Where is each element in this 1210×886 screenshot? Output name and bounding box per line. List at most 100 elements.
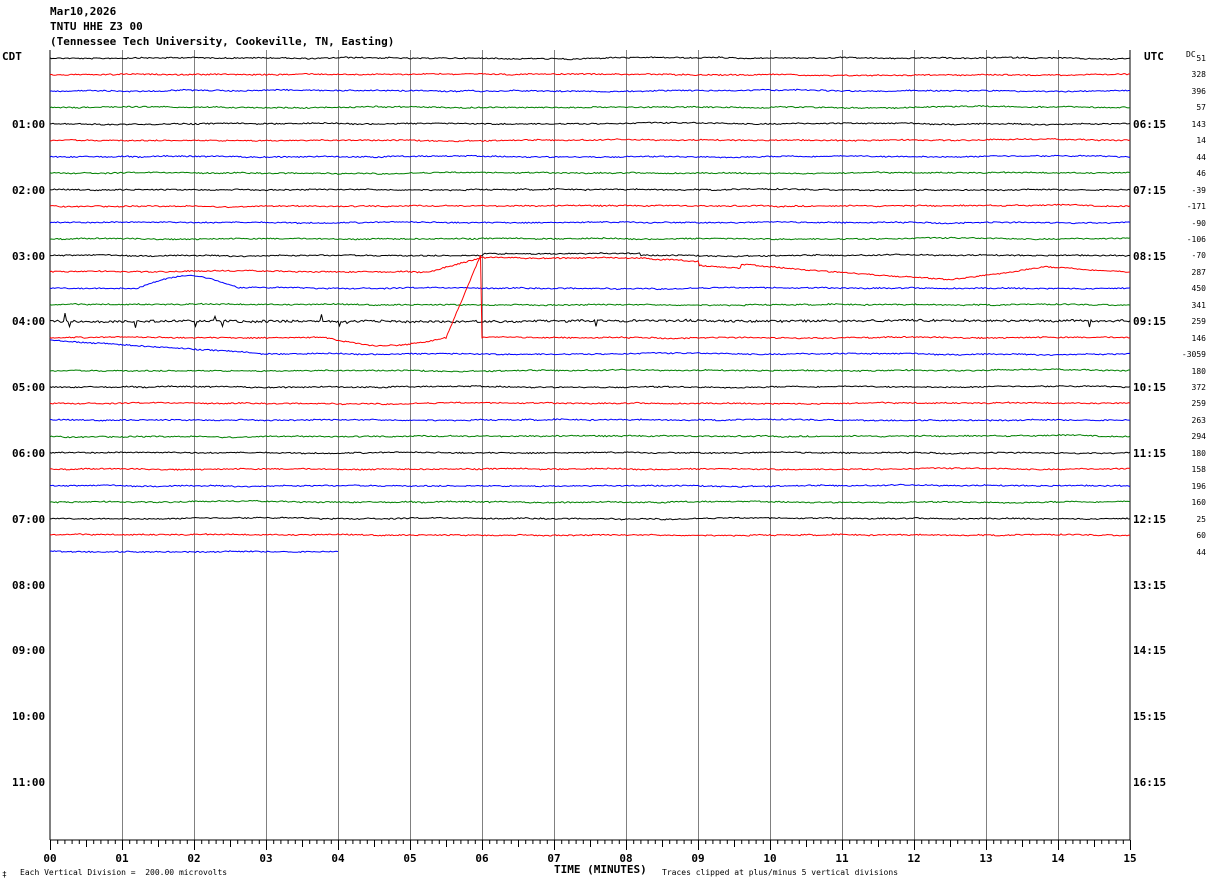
left-timezone-label: CDT — [2, 50, 22, 63]
left-hour-label: 04:00 — [12, 315, 46, 329]
station-label: TNTU HHE Z3 00 — [50, 20, 143, 33]
left-hour-label: 02:00 — [12, 183, 46, 197]
trace-line — [49, 313, 1131, 329]
dc-offset-label: -39 — [1191, 185, 1206, 195]
right-hour-label: 09:15 — [1133, 315, 1167, 329]
right-hour-label: 12:15 — [1133, 512, 1167, 526]
trace-line — [49, 368, 1130, 373]
dc-offset-label: -90 — [1191, 218, 1206, 228]
left-hour-label: 09:00 — [12, 644, 46, 658]
dc-offset-label: 14 — [1196, 136, 1206, 146]
dc-offset-label: 51 — [1196, 54, 1206, 63]
trace-line — [49, 302, 1131, 307]
x-tick-label: 15 — [1123, 852, 1136, 865]
x-tick-label: 01 — [115, 852, 129, 865]
x-tick-label: 04 — [331, 852, 345, 865]
trace-line — [49, 483, 1131, 488]
date-label: Mar10,2026 — [50, 5, 117, 18]
right-hour-label: 08:15 — [1133, 249, 1167, 263]
dc-offset-label: 143 — [1191, 119, 1206, 129]
dc-offset-label: 287 — [1191, 267, 1206, 277]
trace-line — [49, 154, 1131, 159]
dc-offset-label: 450 — [1191, 284, 1206, 294]
trace-line — [49, 401, 1131, 406]
dc-offset-label: 44 — [1196, 547, 1206, 557]
trace-line — [49, 533, 1131, 537]
trace-line — [49, 467, 1131, 471]
trace-group — [49, 56, 1131, 554]
x-tick-label: 09 — [691, 852, 704, 865]
x-axis-title: TIME (MINUTES) — [554, 863, 647, 876]
dc-offset-label: 341 — [1191, 300, 1206, 310]
trace-line — [49, 434, 1131, 439]
dc-offset-label: 25 — [1196, 514, 1206, 524]
dc-offset-label: 180 — [1191, 448, 1206, 458]
trace-line — [49, 339, 1131, 356]
left-hour-label: 10:00 — [12, 710, 46, 724]
x-tick-label: 00 — [43, 852, 56, 865]
left-hour-label: 08:00 — [12, 578, 46, 592]
dc-header-label: DC — [1186, 50, 1196, 59]
x-tick-label: 06 — [475, 852, 489, 865]
right-hour-label: 14:15 — [1133, 644, 1167, 658]
trace-line — [49, 220, 1131, 225]
left-hour-label: 03:00 — [12, 249, 46, 263]
left-hour-label: 06:00 — [12, 447, 46, 460]
trace-line — [50, 252, 1131, 258]
dc-offset-label: 160 — [1191, 498, 1206, 508]
dc-offset-label: -171 — [1186, 202, 1206, 212]
x-axis: 00 01 02 03 04 05 06 07 08 09 10 11 12 13 14 15 — [43, 839, 1137, 865]
scale-note: Each Vertical Division = 200.00 microvol… — [20, 868, 228, 877]
trace-line — [49, 418, 1131, 422]
x-tick-label: 11 — [835, 852, 849, 865]
dc-offset-label: 372 — [1191, 383, 1206, 392]
clip-note: Traces clipped at plus/minus 5 vertical … — [662, 868, 899, 877]
trace-line — [49, 105, 1131, 110]
trace-line — [49, 254, 1131, 347]
trace-line — [49, 187, 1131, 192]
x-tick-label: 10 — [763, 852, 776, 865]
dc-offset-label: 180 — [1191, 366, 1206, 376]
trace-line — [49, 171, 1131, 175]
corner-mark: ‡ — [2, 870, 7, 879]
right-hour-label: 07:15 — [1133, 183, 1167, 197]
trace-line — [49, 56, 1131, 61]
dc-offset-label: 259 — [1191, 317, 1206, 327]
x-tick-label: 12 — [907, 852, 920, 865]
trace-line — [49, 203, 1131, 209]
dc-offset-label: 294 — [1191, 432, 1206, 442]
right-hour-label: 13:15 — [1133, 578, 1167, 592]
trace-line — [49, 236, 1131, 241]
trace-line — [49, 88, 1130, 93]
dc-offset-label: -106 — [1186, 234, 1206, 244]
dc-offset-label: 259 — [1191, 399, 1206, 409]
left-hour-label: 01:00 — [12, 118, 46, 131]
trace-line — [49, 499, 1131, 504]
right-hour-label: 11:15 — [1133, 447, 1167, 460]
x-tick-label: 08 — [619, 852, 632, 865]
trace-line — [49, 516, 1131, 521]
right-hour-label: 16:15 — [1133, 776, 1167, 789]
right-hour-label: 15:15 — [1133, 710, 1167, 724]
dc-offset-label: -3059 — [1181, 350, 1206, 360]
dc-offset-label: -70 — [1191, 251, 1206, 261]
right-hour-label: 10:15 — [1133, 381, 1167, 395]
left-hour-label: 05:00 — [12, 381, 46, 395]
trace-line — [49, 274, 1131, 291]
dc-offset-label: 396 — [1191, 86, 1206, 96]
grid-lines — [49, 50, 1131, 840]
dc-offset-label: 44 — [1196, 152, 1206, 162]
x-tick-label: 03 — [259, 852, 272, 865]
right-timezone-label: UTC — [1144, 50, 1164, 63]
x-tick-label: 13 — [979, 852, 992, 865]
trace-line — [49, 256, 1131, 281]
left-hour-label: 11:00 — [12, 776, 46, 789]
location-label: (Tennessee Tech University, Cookeville, … — [50, 35, 395, 48]
trace-line — [49, 72, 1131, 77]
x-tick-label: 02 — [187, 852, 200, 865]
dc-offset-label: 263 — [1191, 415, 1206, 425]
dc-offset-label: 57 — [1196, 103, 1206, 113]
trace-line — [49, 451, 1131, 455]
right-hour-label: 06:15 — [1133, 118, 1167, 131]
